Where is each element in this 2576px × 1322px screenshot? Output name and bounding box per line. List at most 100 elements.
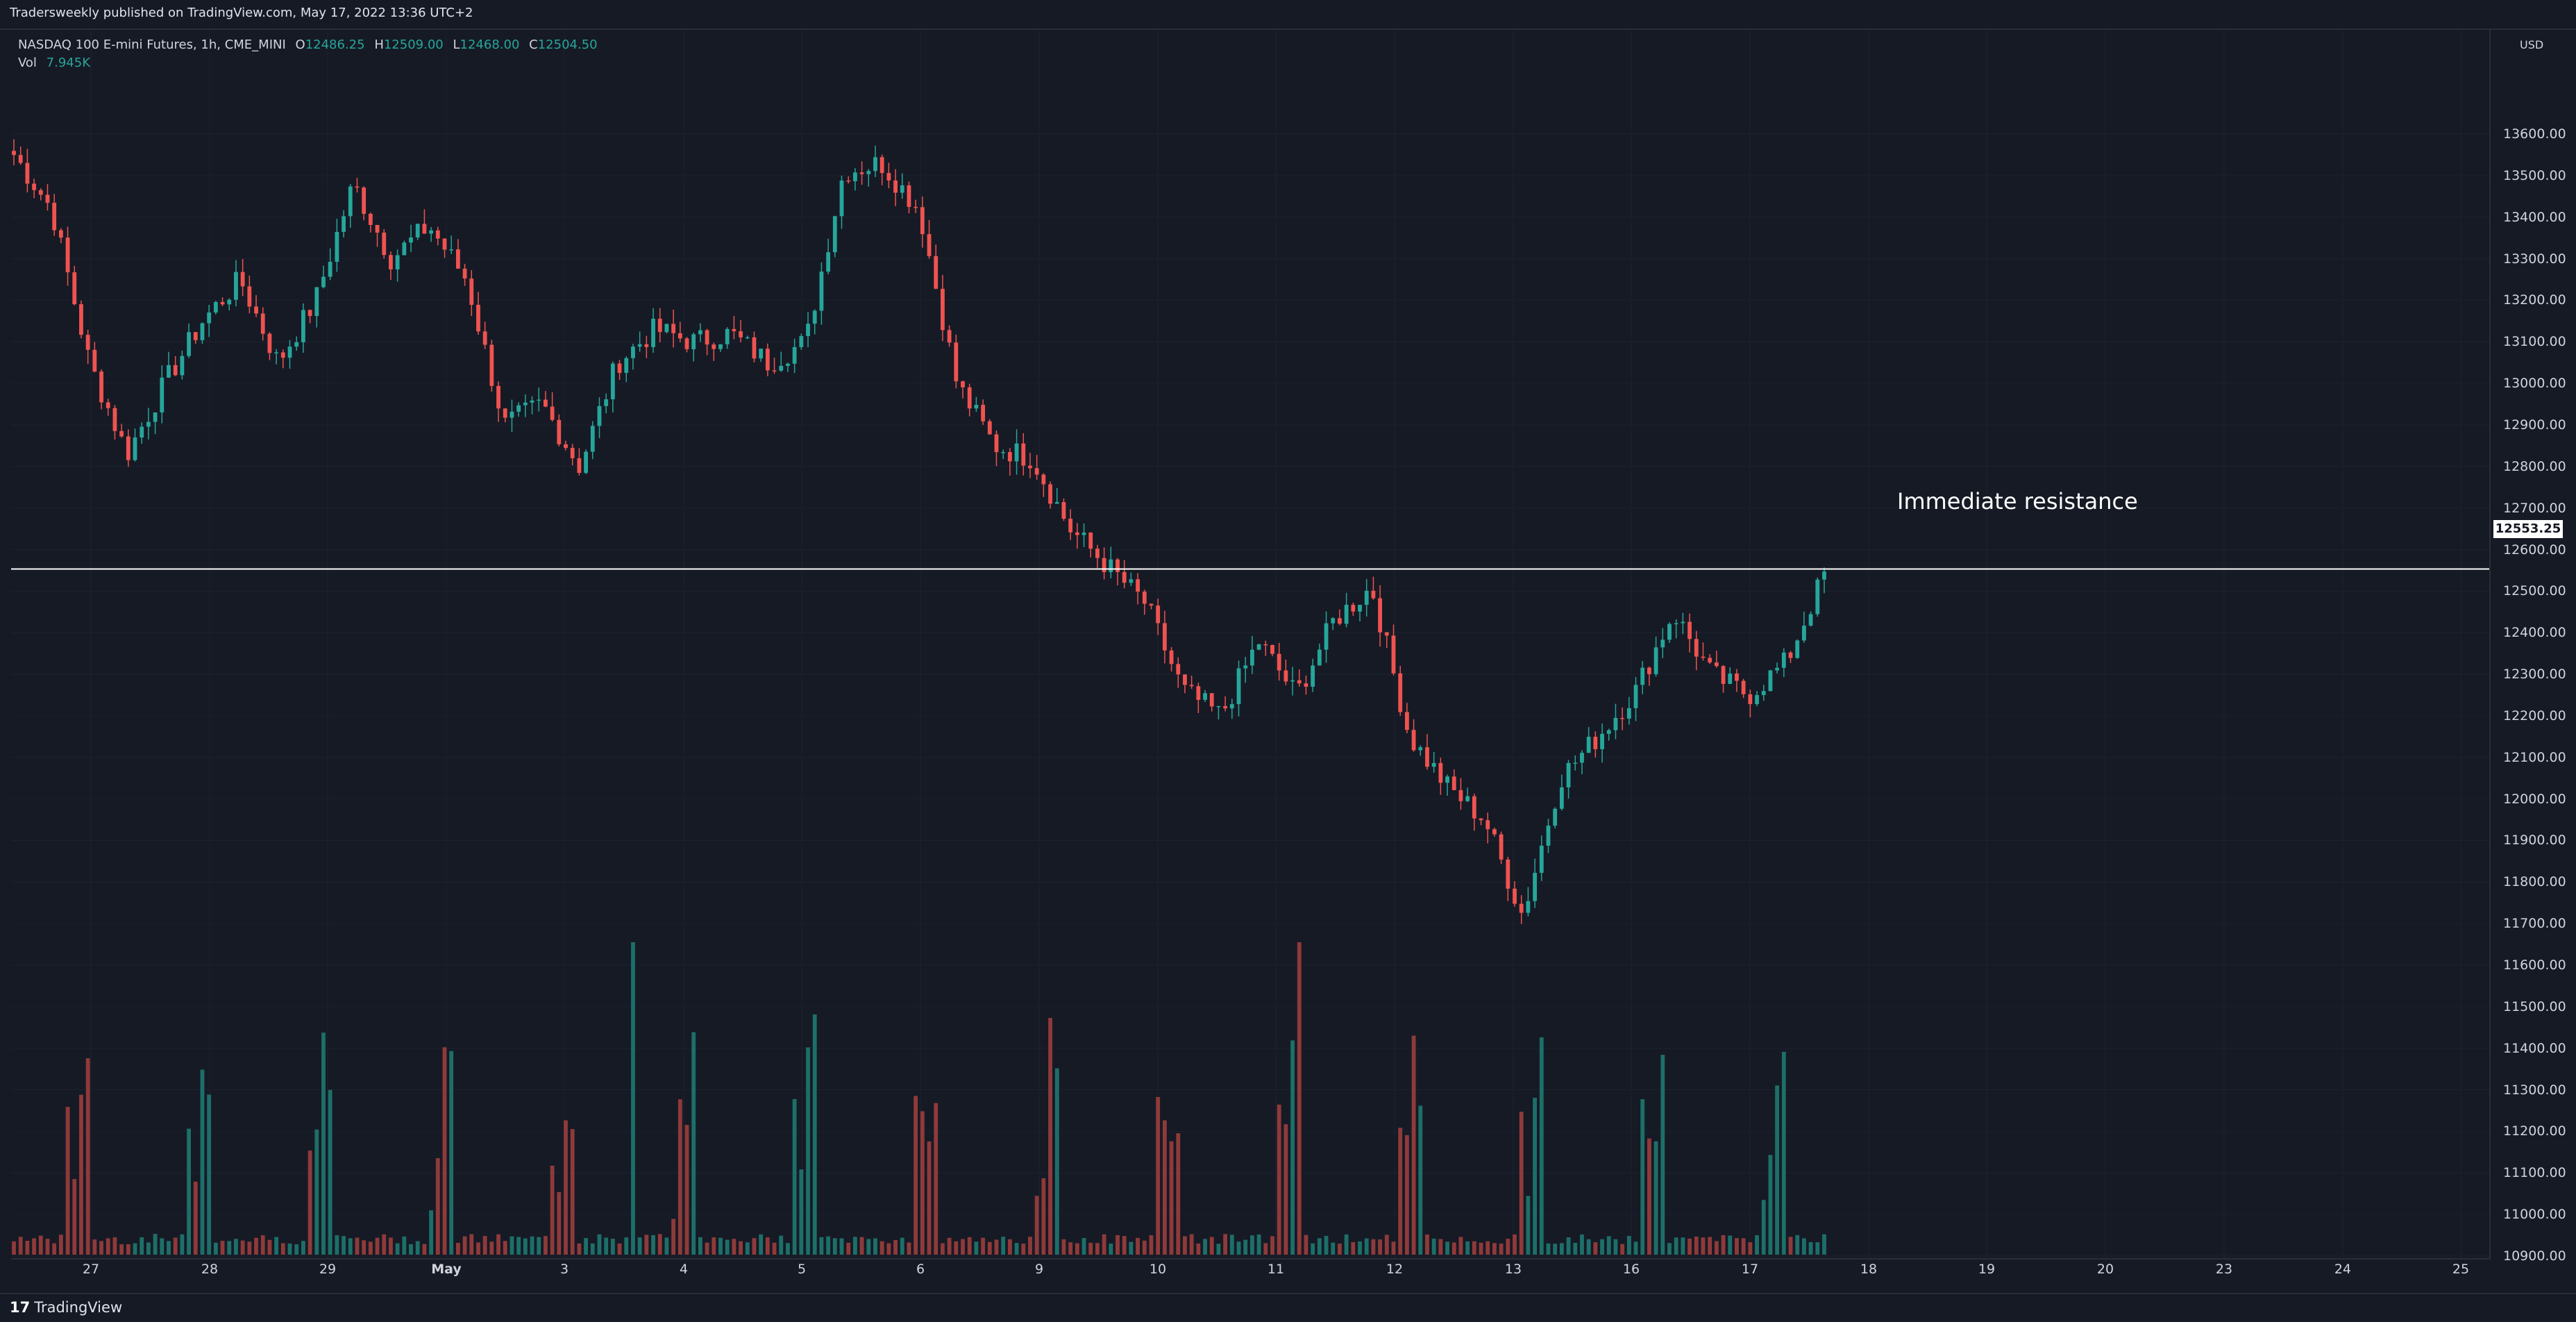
price-tick: 11500.00 <box>2503 998 2566 1014</box>
currency-label[interactable]: USD <box>2517 38 2547 51</box>
volume-bar <box>1431 1238 1436 1255</box>
volume-bar <box>1735 1238 1739 1255</box>
candle-body <box>1513 888 1517 904</box>
candle-body <box>577 458 582 474</box>
volume-bar <box>799 1169 804 1255</box>
candle-body <box>1485 820 1490 830</box>
volume-bar <box>590 1243 595 1255</box>
candle-body <box>739 331 743 337</box>
volume-bar <box>1331 1242 1336 1255</box>
candle-body <box>1189 685 1194 687</box>
price-tick: 12000.00 <box>2503 791 2566 807</box>
candle-body <box>99 371 103 403</box>
candle-body <box>1256 644 1261 650</box>
volume-bar <box>859 1237 864 1255</box>
candle-body <box>1788 652 1793 658</box>
price-scale[interactable]: 13600.00 13500.00 13400.00 13300.00 13200.00… <box>2491 30 2576 1264</box>
volume-bar <box>1122 1236 1127 1255</box>
candle-body <box>207 312 212 324</box>
candle-body <box>1701 656 1706 658</box>
candle-body <box>1216 705 1221 708</box>
price-chart[interactable] <box>11 30 2489 1258</box>
price-tick: 11100.00 <box>2503 1165 2566 1181</box>
candle-body <box>644 344 649 347</box>
volume-bar <box>1687 1238 1692 1255</box>
volume-bar <box>1061 1239 1066 1255</box>
symbol-title[interactable]: NASDAQ 100 E-mini Futures, 1h, CME_MINI <box>18 37 286 52</box>
candle-body <box>1088 533 1093 549</box>
candle-body <box>234 271 238 300</box>
candle-body <box>382 233 387 256</box>
volume-bar <box>1176 1133 1181 1255</box>
candle-body <box>886 173 891 181</box>
volume-bar <box>698 1237 702 1255</box>
candle-body <box>691 334 696 349</box>
candle-body <box>987 421 992 435</box>
volume-bar <box>287 1243 292 1255</box>
volume-bar <box>1116 1235 1120 1255</box>
volume-bar <box>321 1032 326 1255</box>
volume-bar <box>294 1244 299 1255</box>
volume-bar <box>832 1238 837 1255</box>
volume-bar <box>140 1237 144 1255</box>
volume-bar <box>1674 1237 1678 1255</box>
volume-bar <box>812 1014 817 1255</box>
candle-body <box>146 421 151 427</box>
candle-body <box>1492 829 1497 835</box>
volume-bar <box>1802 1238 1806 1255</box>
volume-bar <box>1102 1234 1106 1255</box>
candle-body <box>476 304 480 332</box>
candle-body <box>677 333 682 339</box>
candle-body <box>530 400 534 403</box>
publish-info: Tradersweekly published on TradingView.c… <box>10 6 473 20</box>
volume-bar <box>52 1243 57 1255</box>
candle-body <box>1506 859 1510 889</box>
volume-bar <box>718 1237 723 1255</box>
volume-bar <box>510 1236 514 1255</box>
candle-body <box>58 230 63 238</box>
candle-body <box>167 365 171 378</box>
candle-body <box>941 288 945 330</box>
resistance-annotation[interactable]: Immediate resistance <box>1897 488 2138 514</box>
volume-bar <box>415 1241 420 1255</box>
tradingview-logo[interactable]: 𝟭𝟳 TradingView <box>10 1299 123 1316</box>
candle-body <box>1371 590 1376 599</box>
volume-bar <box>644 1235 649 1255</box>
candle-body <box>510 411 514 418</box>
price-tick: 13600.00 <box>2503 126 2566 142</box>
candle-body <box>92 349 97 372</box>
price-tick: 11600.00 <box>2503 957 2566 973</box>
candle-body <box>435 230 440 239</box>
volume-bar <box>1425 1234 1429 1255</box>
volume-bar <box>469 1234 474 1255</box>
volume-bar <box>927 1141 932 1255</box>
price-tick: 12100.00 <box>2503 749 2566 765</box>
volume-bar <box>1526 1196 1531 1255</box>
volume-bar <box>153 1234 158 1255</box>
volume-bar <box>429 1210 434 1255</box>
candle-body <box>442 238 447 250</box>
volume-bar <box>584 1238 588 1255</box>
volume-bar <box>187 1128 191 1255</box>
volume-bar <box>442 1047 447 1255</box>
open-value: 12486.25 <box>305 37 365 52</box>
candle-body <box>1438 762 1443 783</box>
candle-body <box>967 387 972 409</box>
ohlc-row: NASDAQ 100 E-mini Futures, 1h, CME_MINI … <box>18 36 598 54</box>
volume-bar <box>1451 1242 1456 1255</box>
candle-body <box>712 344 716 349</box>
candle-body <box>1391 635 1396 673</box>
candle-body <box>839 181 844 217</box>
candle-body <box>671 324 676 333</box>
volume-bar <box>1694 1236 1699 1255</box>
volume-bar <box>99 1241 103 1255</box>
chart-pane[interactable] <box>11 30 2491 1260</box>
volume-bar <box>1384 1235 1389 1255</box>
volume-bar <box>1324 1235 1329 1255</box>
volume-label[interactable]: Vol <box>18 56 37 70</box>
candle-body <box>610 363 615 400</box>
candle-body <box>375 224 380 233</box>
volume-bar <box>1229 1235 1234 1255</box>
candle-body <box>1573 762 1578 764</box>
volume-bar <box>79 1094 83 1255</box>
